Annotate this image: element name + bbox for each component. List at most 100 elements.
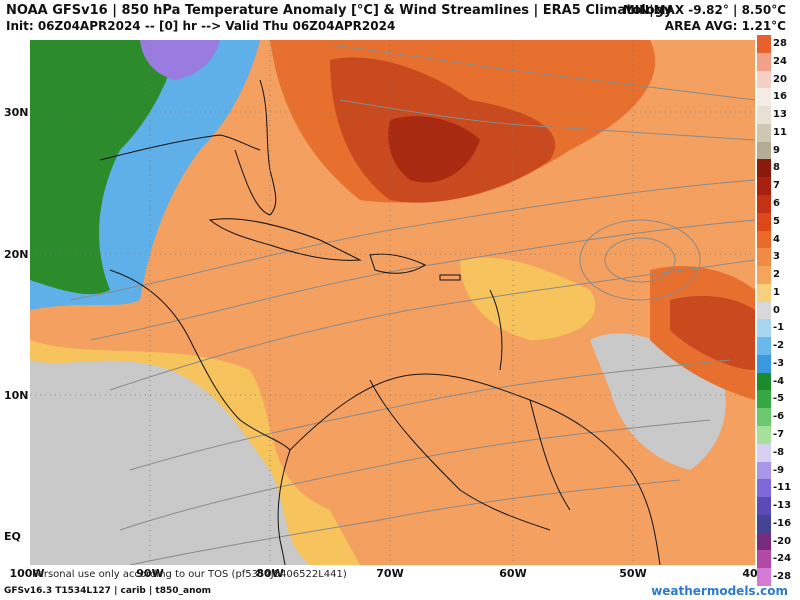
streamline: [339, 99, 755, 141]
colorbar-swatch: [757, 248, 771, 267]
colorbar-level: -11: [757, 479, 800, 498]
colorbar-label: -7: [773, 429, 785, 441]
colorbar-level: 1: [757, 283, 800, 302]
colorbar-swatch: [757, 514, 771, 533]
colorbar-swatch: [757, 550, 771, 569]
hottest-anomaly-core: [388, 116, 480, 183]
lesser-antilles: [489, 289, 503, 371]
map-canvas: [30, 40, 755, 565]
colorbar-swatch: [757, 52, 771, 71]
anticyclone-streamline: [579, 219, 701, 301]
coldest-anomaly-region: [140, 40, 220, 80]
colorbar-level: -28: [757, 568, 800, 586]
colorbar-label: 24: [773, 55, 787, 67]
colorbar-label: 5: [773, 215, 780, 227]
colorbar-level: -8: [757, 443, 800, 462]
colorbar-swatch: [757, 106, 771, 124]
colorbar-level: 16: [757, 88, 800, 107]
colorbar-label: 3: [773, 251, 780, 263]
colorbar-label: 13: [773, 109, 787, 121]
anticyclone-streamline: [604, 237, 676, 283]
colorbar-level: 3: [757, 248, 800, 267]
colorbar-swatch: [757, 408, 771, 427]
colorbar-label: -5: [773, 393, 785, 405]
colorbar-swatch: [757, 35, 771, 53]
init-valid-time: Init: 06Z04APR2024 -- [0] hr --> Valid T…: [6, 19, 396, 33]
colorbar-swatch: [757, 70, 771, 89]
colorbar-level: 8: [757, 159, 800, 178]
cold-anomaly-region: [30, 40, 180, 295]
streamline: [129, 479, 681, 565]
lon-label-100w: 100W: [9, 567, 45, 580]
colorbar-swatch: [757, 212, 771, 231]
colorbar-level: -20: [757, 532, 800, 551]
us-gulf-coast: [99, 134, 261, 161]
lat-label-10n: 10N: [4, 389, 29, 402]
colorbar-swatch: [757, 461, 771, 480]
colorbar-level: -2: [757, 337, 800, 355]
colorbar-level: -24: [757, 550, 800, 569]
colorbar-label: -2: [773, 340, 785, 352]
colorbar-swatch: [757, 283, 771, 302]
colorbar-label: 7: [773, 180, 780, 192]
colorbar-level: 5: [757, 212, 800, 231]
header: NOAA GFSv16 | 850 hPa Temperature Anomal…: [0, 0, 800, 38]
colorbar-swatch: [757, 123, 771, 142]
neutral-anomaly-region-west: [30, 360, 310, 565]
colorbar-level: -6: [757, 408, 800, 427]
colorbar-swatch: [757, 568, 771, 586]
streamline: [89, 219, 755, 341]
colorbar-swatch: [757, 426, 771, 444]
colorbar-label: -16: [773, 517, 792, 529]
site-credit[interactable]: weathermodels.com: [651, 584, 788, 598]
colorbar-level: -9: [757, 461, 800, 480]
colorbar-swatch: [757, 230, 771, 249]
graticule: [30, 40, 755, 565]
south-america-west-coast: [277, 449, 291, 565]
colorbar-level: 7: [757, 177, 800, 195]
colorbar-swatch: [757, 177, 771, 195]
colorbar-label: 2: [773, 269, 780, 281]
colorbar-label: -6: [773, 411, 785, 423]
guyana-border: [529, 399, 571, 511]
colorbar-label: -9: [773, 464, 785, 476]
lat-label-20n: 20N: [4, 248, 29, 261]
colorbar-label: -4: [773, 375, 785, 387]
colorbar-label: -28: [773, 571, 792, 583]
streamline: [129, 359, 731, 471]
colorbar-label: 8: [773, 162, 780, 174]
florida-coast: [234, 79, 277, 216]
mild-anomaly-region-east: [460, 257, 596, 340]
temperature-anomaly-map[interactable]: [30, 40, 755, 565]
colorbar-label: -8: [773, 446, 785, 458]
venezuela-border: [369, 379, 551, 531]
colorbar-label: 1: [773, 286, 780, 298]
colorbar-level: 2: [757, 266, 800, 284]
cuba: [208, 218, 362, 261]
colorbar-label: -20: [773, 535, 792, 547]
colorbar-label: 20: [773, 73, 787, 85]
hispaniola: [369, 253, 427, 274]
colorbar-label: 11: [773, 126, 787, 138]
colorbar-label: -24: [773, 553, 792, 565]
colorbar-swatch: [757, 301, 771, 320]
colorbar-swatch: [757, 141, 771, 160]
south-america-north-coast: [289, 373, 661, 565]
colorbar-label: 28: [773, 38, 787, 49]
colorbar-level: -16: [757, 514, 800, 533]
colorbar-level: 28: [757, 35, 800, 53]
colorbar-label: 9: [773, 144, 780, 156]
lon-label-50w: 50W: [619, 567, 647, 580]
lon-label-80w: 80W: [256, 567, 284, 580]
yucatan-central-america: [109, 269, 291, 451]
colorbar-level: 4: [757, 230, 800, 249]
colorbar-swatch: [757, 390, 771, 409]
wind-streamlines: [69, 44, 755, 565]
colorbar-swatch: [757, 159, 771, 178]
colorbar-swatch: [757, 479, 771, 498]
streamline: [329, 44, 755, 101]
colorbar-swatch: [757, 354, 771, 373]
lon-label-60w: 60W: [499, 567, 527, 580]
colorbar-swatch: [757, 88, 771, 107]
colorbar-label: -3: [773, 357, 785, 369]
